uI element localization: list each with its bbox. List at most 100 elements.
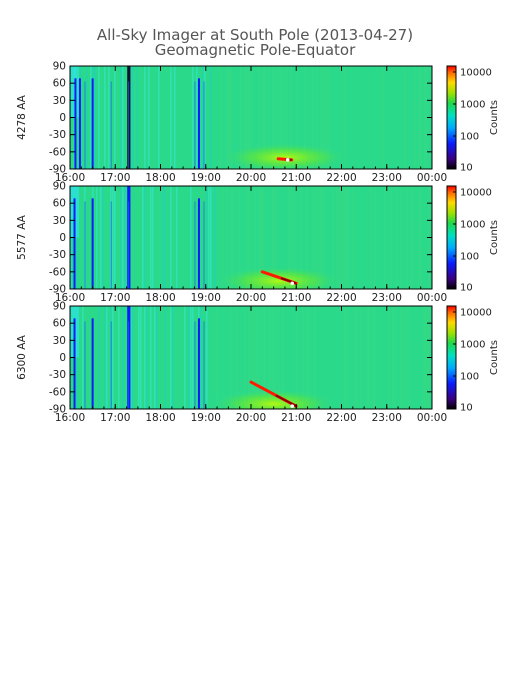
heatmap-texture-column bbox=[100, 186, 102, 289]
x-tick-label: 16:00 bbox=[55, 412, 85, 424]
heatmap-texture-column bbox=[150, 306, 152, 409]
heatmap-thin-stripe bbox=[84, 201, 86, 289]
y-tick-label: -60 bbox=[49, 266, 66, 278]
y-tick-label: 30 bbox=[53, 335, 66, 347]
heatmap-texture-column bbox=[272, 66, 274, 169]
heatmap-texture-column bbox=[268, 306, 270, 409]
heatmap-texture-column bbox=[238, 186, 240, 289]
heatmap-texture-column bbox=[304, 66, 306, 169]
heatmap-texture-column bbox=[102, 186, 104, 289]
x-tick-label: 00:00 bbox=[417, 172, 447, 184]
heatmap-texture-column bbox=[254, 306, 256, 409]
heatmap-texture-column bbox=[360, 306, 362, 409]
heatmap-texture-column bbox=[290, 186, 292, 289]
x-tick-label: 19:00 bbox=[191, 412, 221, 424]
heatmap-thin-stripe bbox=[110, 81, 112, 169]
y-tick-label: -90 bbox=[49, 164, 66, 176]
heatmap-texture-column bbox=[236, 306, 238, 409]
heatmap-texture-column bbox=[312, 66, 314, 169]
heatmap-texture-column bbox=[392, 306, 394, 409]
heatmap-texture-column bbox=[108, 66, 110, 169]
aurora-glow bbox=[224, 143, 345, 169]
heatmap-texture-column bbox=[240, 66, 242, 169]
emission-peak bbox=[285, 158, 290, 162]
y-tick-label: 30 bbox=[53, 95, 66, 107]
heatmap-texture-column bbox=[122, 306, 124, 409]
x-tick-label: 23:00 bbox=[372, 172, 402, 184]
heatmap-texture-column bbox=[390, 186, 392, 289]
heatmap-texture-column bbox=[176, 186, 178, 289]
heatmap-texture-column bbox=[114, 66, 116, 169]
heatmap-texture-column bbox=[210, 66, 212, 169]
colorbar-label: Counts bbox=[489, 340, 500, 375]
heatmap-texture-column bbox=[296, 66, 298, 169]
heatmap-texture-column bbox=[96, 186, 98, 289]
heatmap-dark-stripe bbox=[197, 318, 200, 409]
colorbar-tick-label: 1000 bbox=[460, 340, 485, 351]
x-tick-label: 21:00 bbox=[281, 292, 311, 304]
colorbar-gradient bbox=[447, 66, 456, 169]
heatmap-texture-column bbox=[406, 306, 408, 409]
y-tick-label: 60 bbox=[53, 318, 66, 330]
heatmap-texture-column bbox=[132, 66, 134, 169]
heatmap-texture-column bbox=[366, 306, 368, 409]
x-tick-label: 19:00 bbox=[191, 292, 221, 304]
heatmap-dark-stripe bbox=[73, 318, 76, 409]
heatmap-texture-column bbox=[248, 186, 250, 289]
heatmap-texture-column bbox=[86, 66, 88, 169]
heatmap-dark-stripe bbox=[78, 78, 81, 169]
heatmap-texture-column bbox=[346, 186, 348, 289]
heatmap-thin-stripe bbox=[203, 201, 205, 289]
y-tick-label: -30 bbox=[49, 129, 66, 141]
heatmap-texture-column bbox=[400, 306, 402, 409]
heatmap-texture-column bbox=[250, 66, 252, 169]
heatmap-thin-stripe bbox=[203, 321, 205, 409]
colorbar-gradient bbox=[447, 306, 456, 409]
heatmap-texture-column bbox=[324, 66, 326, 169]
heatmap-thin-stripe bbox=[203, 81, 205, 169]
heatmap-texture-column bbox=[256, 306, 258, 409]
heatmap-texture-column bbox=[414, 66, 416, 169]
heatmap-texture-column bbox=[148, 66, 150, 169]
heatmap-thin-stripe bbox=[127, 201, 129, 289]
heatmap-thin-stripe bbox=[110, 201, 112, 289]
heatmap-thin-stripe bbox=[194, 321, 196, 409]
heatmap-texture-column bbox=[274, 66, 276, 169]
heatmap-texture-column bbox=[94, 66, 96, 169]
heatmap-texture-column bbox=[278, 66, 280, 169]
heatmap-texture-column bbox=[232, 186, 234, 289]
colorbar-tick-label: 100 bbox=[460, 372, 479, 383]
heatmap-texture-column bbox=[326, 66, 328, 169]
heatmap-texture-column bbox=[144, 66, 146, 169]
heatmap-texture-column bbox=[230, 306, 232, 409]
y-tick-label: 90 bbox=[53, 301, 66, 313]
heatmap-plot-area bbox=[70, 306, 432, 409]
heatmap-texture-column bbox=[104, 306, 106, 409]
heatmap-texture-column bbox=[248, 66, 250, 169]
heatmap-texture-column bbox=[122, 186, 124, 289]
heatmap-texture-column bbox=[272, 186, 274, 289]
heatmap-texture-column bbox=[372, 306, 374, 409]
heatmap-texture-column bbox=[258, 66, 260, 169]
y-tick-label: 0 bbox=[59, 112, 66, 124]
heatmap-texture-column bbox=[426, 306, 428, 409]
y-tick-label: 0 bbox=[59, 352, 66, 364]
heatmap-texture-column bbox=[206, 186, 208, 289]
heatmap-texture-column bbox=[338, 186, 340, 289]
heatmap-texture-column bbox=[258, 186, 260, 289]
heatmap-texture-column bbox=[316, 186, 318, 289]
heatmap-texture-column bbox=[142, 186, 144, 289]
y-tick-label: -30 bbox=[49, 369, 66, 381]
heatmap-thin-stripe bbox=[84, 321, 86, 409]
heatmap-texture-column bbox=[314, 186, 316, 289]
heatmap-texture-column bbox=[320, 186, 322, 289]
heatmap-texture-column bbox=[226, 66, 228, 169]
heatmap-dark-stripe bbox=[91, 78, 94, 169]
heatmap-texture-column bbox=[412, 186, 414, 289]
heatmap-thin-stripe bbox=[127, 321, 129, 409]
heatmap-texture-column bbox=[420, 186, 422, 289]
y-axis-label: 5577 AA bbox=[16, 214, 28, 260]
colorbar-tick-label: 1000 bbox=[460, 100, 485, 111]
heatmap-texture-column bbox=[384, 186, 386, 289]
